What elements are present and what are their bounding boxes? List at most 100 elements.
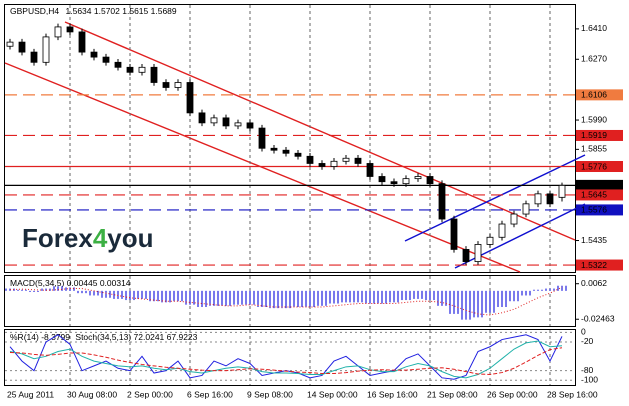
candle-body [498,223,506,238]
y-tick-label: 1.6410 [581,23,607,33]
candle-body [114,61,122,68]
candle-body [186,82,194,114]
level-label: 1.5322 [581,260,607,270]
candle-body [66,26,74,33]
level-box [576,259,623,271]
candle-body [354,157,362,164]
level-label: 1.5645 [581,190,607,200]
x-tick-label: 28 Sep 16:00 [547,389,598,399]
candle-body [102,56,110,63]
main-panel [4,4,576,273]
candle-body [474,244,482,262]
y-tick-label: 1.5855 [581,144,607,154]
y-tick-label: 1.5435 [581,235,607,245]
title: GBPUSD,H4 1.5634 1.5702 1.5615 1.5689 [10,6,177,16]
candle-body [390,181,398,185]
x-tick-label: 16 Sep 16:00 [367,389,418,399]
candle-body [378,176,386,183]
candle-body [42,36,50,63]
y-tick-label: 0 [581,327,586,337]
candle-body [258,127,266,149]
candle-body [282,149,290,154]
y-tick-label: -100 [581,374,598,384]
candle-body [426,176,434,185]
level-box [576,89,623,101]
x-tick-label: 30 Aug 08:00 [67,389,117,399]
candle-body [138,66,146,73]
wpr-value: -8.3799 [41,332,70,342]
candle-body [6,41,14,47]
stoch-name: Stoch(34,5,13) [75,332,131,342]
last-close: 1.5689 [151,6,177,16]
candle-body [546,193,554,205]
logo-part: Forex [22,223,93,253]
up-channel-upper [404,154,586,242]
last-high: 1.5702 [94,6,120,16]
candle-body [558,184,566,198]
level-label: 1.5576 [581,205,607,215]
candle-body [318,163,326,167]
candle-body [270,147,278,151]
y-tick-label: -20 [581,336,594,346]
candle-body [438,183,446,220]
candle-body [534,193,542,205]
y-tick-label: -0.02463 [581,313,615,323]
candle-body [126,66,134,73]
candle-body [306,155,314,164]
macd-name: MACD(5,34,5) [10,278,64,288]
candle-body [294,152,302,157]
level-box [576,129,623,141]
x-tick-label: 25 Aug 2011 [7,389,54,399]
level-label: 1.5689 [581,180,607,190]
candle-body [402,178,410,185]
series-line [9,340,563,379]
wpr-name: %R(14) [10,332,39,342]
x-tick-label: 6 Sep 16:00 [187,389,233,399]
candle-body [366,163,374,177]
candle-body [30,51,38,63]
candle-body [174,82,182,88]
macd-value: 0.00445 [67,278,98,288]
stoch-value: 72.0241 [134,332,165,342]
candle-body [234,122,242,127]
x-tick-label: 14 Sep 00:00 [307,389,358,399]
last-low: 1.5615 [122,6,148,16]
x-tick-label: 21 Sep 08:00 [427,389,478,399]
y-tick-label: 1.5990 [581,114,607,124]
series-line [9,347,563,375]
candle-body [462,249,470,262]
y-tick-label: 1.6270 [581,54,607,64]
level-label: 1.5776 [581,161,607,171]
x-tick-label: 9 Sep 08:00 [247,389,293,399]
candle-body [150,66,158,83]
candle-body [486,236,494,245]
candle-body [90,51,98,58]
candle-body [198,112,206,124]
candle-body [162,82,170,88]
level-box [576,189,623,201]
stoch-panel [4,329,576,386]
candle-body [522,203,530,215]
x-tick-label: 2 Sep 00:00 [127,389,173,399]
candle-body [222,117,230,127]
last-open: 1.5634 [66,6,92,16]
candle-body [450,218,458,250]
logo: Forex4you [22,223,154,253]
candle-body [54,26,62,38]
candle-body [414,176,422,180]
candle-body [342,157,350,162]
stoch-signal-value: 67.9223 [167,332,198,342]
candle-body [18,41,26,53]
channel-lower [4,62,521,273]
macd-panel [4,275,576,327]
candle-body [78,31,86,53]
logo-part: 4 [93,223,108,253]
y-tick-label: -80 [581,365,594,375]
candle-body [210,117,218,124]
x-tick-label: 26 Sep 00:00 [487,389,538,399]
level-label: 1.6106 [581,90,607,100]
y-tick-label: 0.0062 [581,278,607,288]
candle-body [246,122,254,129]
